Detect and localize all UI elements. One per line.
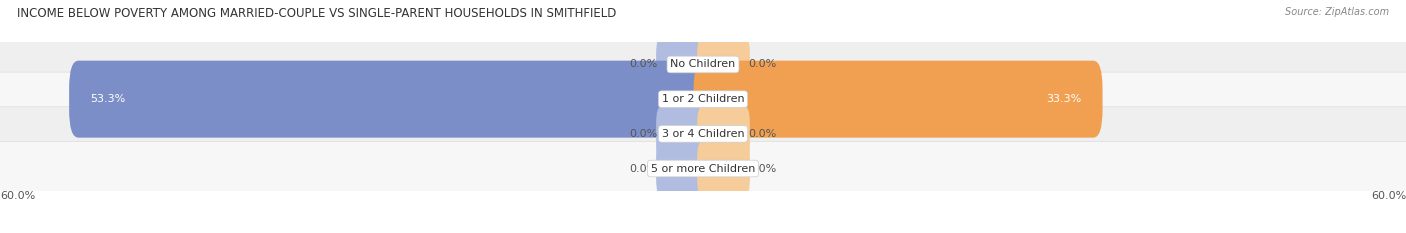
Text: 0.0%: 0.0% bbox=[628, 59, 657, 69]
Text: 5 or more Children: 5 or more Children bbox=[651, 164, 755, 174]
FancyBboxPatch shape bbox=[693, 61, 1102, 138]
FancyBboxPatch shape bbox=[697, 140, 749, 197]
FancyBboxPatch shape bbox=[657, 140, 709, 197]
Text: 0.0%: 0.0% bbox=[749, 164, 778, 174]
Text: INCOME BELOW POVERTY AMONG MARRIED-COUPLE VS SINGLE-PARENT HOUSEHOLDS IN SMITHFI: INCOME BELOW POVERTY AMONG MARRIED-COUPL… bbox=[17, 7, 616, 20]
Text: 0.0%: 0.0% bbox=[749, 59, 778, 69]
FancyBboxPatch shape bbox=[0, 141, 1406, 195]
FancyBboxPatch shape bbox=[0, 72, 1406, 126]
Text: 0.0%: 0.0% bbox=[628, 164, 657, 174]
FancyBboxPatch shape bbox=[697, 106, 749, 162]
Text: 60.0%: 60.0% bbox=[0, 191, 35, 201]
Text: 3 or 4 Children: 3 or 4 Children bbox=[662, 129, 744, 139]
Text: 1 or 2 Children: 1 or 2 Children bbox=[662, 94, 744, 104]
Text: 53.3%: 53.3% bbox=[90, 94, 125, 104]
Text: 33.3%: 33.3% bbox=[1046, 94, 1081, 104]
FancyBboxPatch shape bbox=[657, 36, 709, 93]
Text: No Children: No Children bbox=[671, 59, 735, 69]
Text: 60.0%: 60.0% bbox=[1371, 191, 1406, 201]
Text: 0.0%: 0.0% bbox=[628, 129, 657, 139]
FancyBboxPatch shape bbox=[0, 107, 1406, 161]
FancyBboxPatch shape bbox=[69, 61, 713, 138]
Text: 0.0%: 0.0% bbox=[749, 129, 778, 139]
Text: Source: ZipAtlas.com: Source: ZipAtlas.com bbox=[1285, 7, 1389, 17]
FancyBboxPatch shape bbox=[0, 38, 1406, 92]
FancyBboxPatch shape bbox=[697, 36, 749, 93]
FancyBboxPatch shape bbox=[657, 106, 709, 162]
